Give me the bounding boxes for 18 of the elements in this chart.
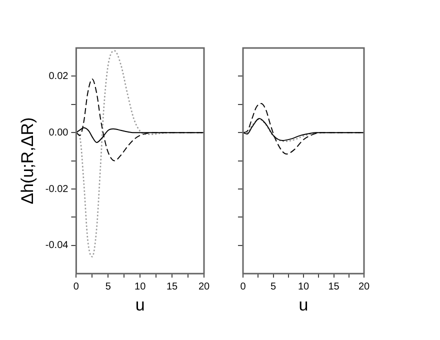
line-series [76,50,204,258]
x-tick-label: 0 [73,281,80,292]
y-axis-title: Δh(u;R,ΔR) [18,117,37,204]
x-tick-label: 10 [134,281,146,292]
x-tick-label: 20 [358,281,370,292]
x-axis-title: u [298,295,308,314]
x-tick-label: 5 [270,281,276,292]
x-tick-label: 20 [198,281,210,292]
x-tick-label: 10 [298,281,310,292]
y-tick-label: -0.02 [45,184,69,195]
x-axis-title: u [135,295,145,314]
x-tick-label: 5 [105,281,112,292]
x-tick-label: 15 [166,281,178,292]
y-tick-label: -0.04 [45,240,69,252]
x-tick-label: 0 [240,281,246,292]
y-tick-label: 0.02 [48,70,69,82]
y-tick-label: 0.00 [48,127,69,138]
x-tick-label: 15 [328,281,340,292]
